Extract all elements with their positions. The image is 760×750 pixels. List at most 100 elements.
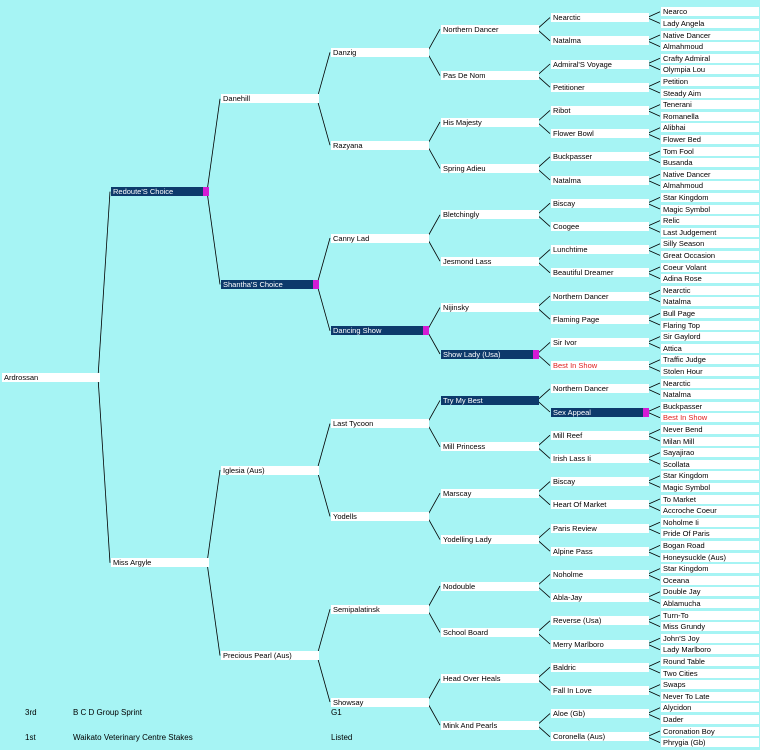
horse-name: Bull Page (663, 308, 696, 318)
horse-name: Iglesia (Aus) (223, 465, 265, 475)
horse-name: To Market (663, 494, 696, 504)
connector-line (316, 423, 331, 471)
connector-line (646, 11, 661, 18)
horse-name: Dancing Show (333, 326, 382, 336)
horse-name: Mill Reef (553, 430, 583, 440)
horse-name: Traffic Judge (663, 355, 706, 365)
connector-line (646, 452, 661, 459)
connector-line (646, 545, 661, 552)
pedigree-node-g4: Show Lady (Usa) (441, 349, 539, 359)
connector-line (646, 568, 661, 575)
pedigree-node-g6: Never To Late (661, 691, 759, 701)
connector-line (646, 429, 661, 436)
horse-name: Milan Mill (663, 436, 695, 446)
horse-name: Tenerani (663, 100, 692, 110)
connector-line (646, 736, 661, 743)
connector-line (316, 609, 331, 656)
connector-line (646, 405, 661, 413)
horse-name: Accroche Coeur (663, 506, 717, 516)
connector-line (646, 591, 661, 598)
pedigree-node-g6: Relic (661, 216, 759, 226)
connector-line (646, 597, 661, 604)
horse-name: Sir Gaylord (663, 332, 701, 342)
highlight-flag (313, 279, 319, 289)
horse-name: Mink And Pearls (443, 720, 498, 730)
connector-line (426, 493, 441, 517)
pedigree-node-g5: Admiral'S Voyage (551, 59, 649, 69)
horse-name: Magic Symbol (663, 204, 711, 214)
horse-name: Adina Rose (663, 274, 702, 284)
connector-line (646, 527, 661, 535)
pedigree-node-g6: Great Occasion (661, 250, 759, 260)
pedigree-node-g6: Round Table (661, 656, 759, 666)
connector-line (646, 243, 661, 250)
pedigree-node-g6: Nearco (661, 7, 759, 17)
pedigree-node-g4: Yodelling Lady (441, 535, 539, 545)
pedigree-node-g6: Ablamucha (661, 598, 759, 608)
connector-line (646, 40, 661, 47)
connector-line (646, 666, 661, 674)
connector-line (426, 145, 441, 169)
pedigree-node-g6: Phrygia (Gb) (661, 738, 759, 748)
horse-name: Dader (663, 714, 684, 724)
pedigree-node-g6: Adina Rose (661, 274, 759, 284)
horse-name: Alibhai (663, 123, 686, 133)
horse-name: Best In Show (553, 361, 598, 371)
horse-name: Tom Fool (663, 146, 694, 156)
horse-name: Lady Angela (663, 18, 705, 28)
horse-name: Bogan Road (663, 540, 705, 550)
horse-name: Noholme (553, 569, 584, 579)
horse-name: Lunchtime (553, 245, 588, 255)
pedigree-node-g6: Bull Page (661, 308, 759, 318)
pedigree-node-g4: Mill Princess (441, 442, 539, 452)
connector-line (646, 707, 661, 714)
connector-line (646, 133, 661, 140)
horse-name: Northern Dancer (553, 384, 609, 394)
connector-line (206, 562, 221, 656)
connector-line (536, 539, 551, 552)
connector-line (646, 521, 661, 529)
horse-name: Best In Show (663, 413, 708, 423)
pedigree-node-g6: Dader (661, 714, 759, 724)
connector-line (426, 585, 441, 610)
connector-line (536, 666, 551, 680)
horse-name: Noholme Ii (663, 517, 699, 527)
horse-name: Northern Dancer (443, 24, 499, 34)
connector-line (536, 492, 551, 506)
horse-name: Pride Of Paris (663, 529, 710, 539)
horse-name: Busanda (663, 158, 693, 168)
horse-name: Yodelling Lady (443, 535, 492, 545)
horse-name: Abla-Jay (553, 593, 583, 603)
connector-line (536, 481, 551, 494)
pedigree-node-g6: Lady Marlboro (661, 645, 759, 655)
race-grade-2: Listed (331, 733, 353, 742)
pedigree-node-g5: Noholme (551, 569, 649, 579)
connector-line (426, 29, 441, 53)
pedigree-node-g6: Swaps (661, 680, 759, 690)
pedigree-node-g3: Semipalatinsk (331, 604, 429, 614)
connector-line (426, 307, 441, 331)
pedigree-node-g6: Romanella (661, 111, 759, 121)
horse-name: Merry Marlboro (553, 639, 604, 649)
pedigree-node-g5: Natalma (551, 36, 649, 46)
connector-line (646, 730, 661, 738)
connector-line (536, 260, 551, 274)
horse-name: Natalma (553, 36, 581, 46)
pedigree-node-g5: Beautiful Dreamer (551, 268, 649, 278)
horse-name: Marscay (443, 488, 472, 498)
connector-line (646, 504, 661, 511)
connector-line (646, 266, 661, 274)
connector-line (646, 272, 661, 279)
horse-name: Nearctic (553, 13, 581, 23)
pedigree-node-g6: To Market (661, 494, 759, 504)
horse-name: Swaps (663, 680, 686, 690)
connector-line (206, 191, 221, 285)
horse-name: His Majesty (443, 117, 482, 127)
pedigree-node-g6: Star Kingdom (661, 471, 759, 481)
connector-line (646, 34, 661, 42)
pedigree-node-g5: Aloe (Gb) (551, 709, 649, 719)
horse-name: Never To Late (663, 691, 710, 701)
pedigree-node-g4: Head Over Heals (441, 674, 539, 684)
pedigree-node-g6: Alibhai (661, 123, 759, 133)
connector-line (536, 214, 551, 227)
